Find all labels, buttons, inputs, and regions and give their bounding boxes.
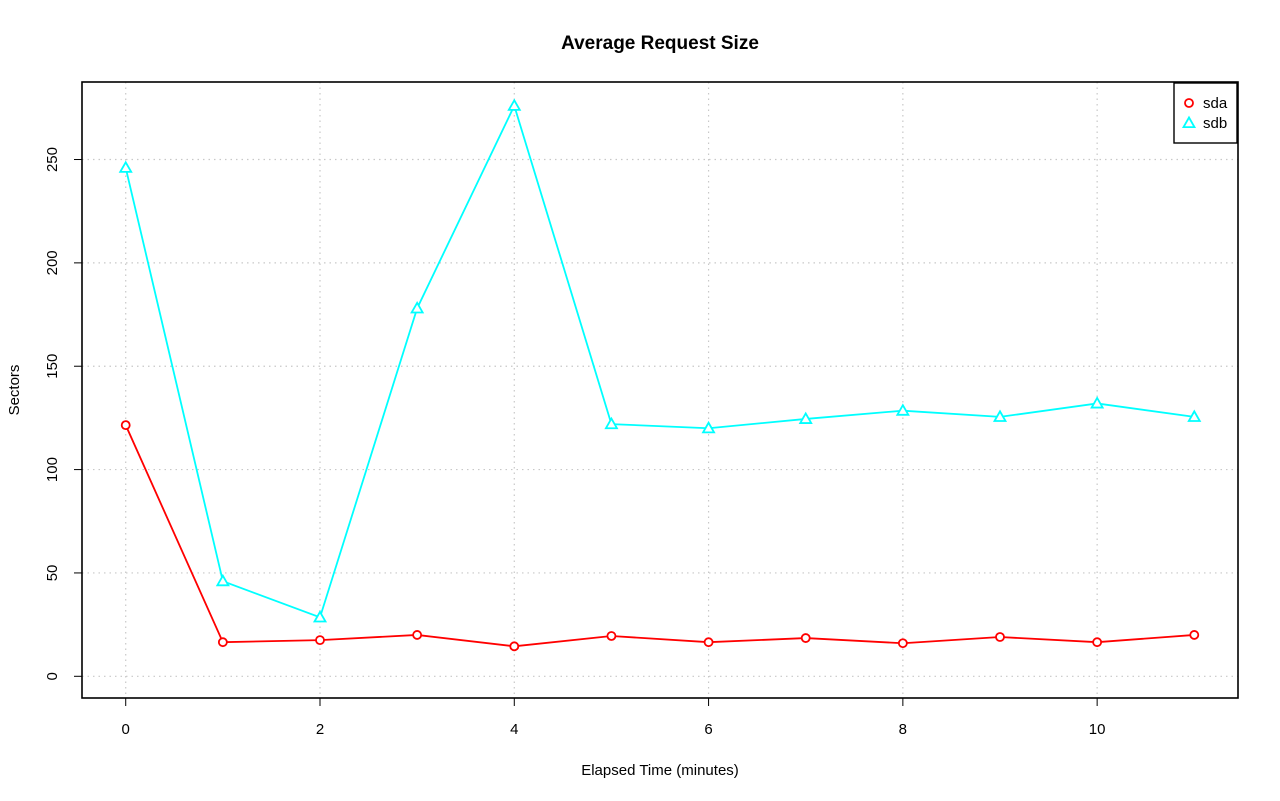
data-point-sdb bbox=[312, 610, 328, 623]
data-point-sda bbox=[315, 635, 325, 646]
x-tick-label: 2 bbox=[316, 721, 324, 738]
data-point-sda bbox=[703, 637, 714, 648]
data-point-sdb bbox=[410, 301, 425, 314]
x-tick-label: 10 bbox=[1089, 721, 1106, 738]
x-tick-label: 6 bbox=[704, 721, 712, 738]
data-point-sdb bbox=[118, 160, 133, 173]
legend-label-sdb: sdb bbox=[1203, 115, 1227, 132]
data-point-sdb bbox=[507, 98, 522, 111]
x-tick-label: 4 bbox=[510, 721, 518, 738]
data-point-sda bbox=[509, 641, 520, 652]
x-axis-label: Elapsed Time (minutes) bbox=[581, 762, 739, 779]
data-point-sdb bbox=[992, 409, 1008, 422]
data-point-sdb bbox=[895, 403, 910, 416]
y-tick-label: 200 bbox=[44, 250, 61, 275]
series-sdb bbox=[118, 98, 1202, 623]
data-point-sdb bbox=[1187, 409, 1202, 422]
y-axis-label: Sectors bbox=[6, 365, 23, 416]
plot-frame bbox=[81, 81, 1239, 699]
y-tick-label: 50 bbox=[44, 565, 61, 582]
y-tick-label: 150 bbox=[44, 354, 61, 379]
data-point-sdb bbox=[701, 420, 716, 434]
legend-marker-sda bbox=[1184, 98, 1194, 108]
grid-lines bbox=[82, 82, 1238, 698]
data-point-sda bbox=[217, 637, 228, 648]
x-tick-label: 8 bbox=[899, 721, 907, 738]
series-line-sdb bbox=[124, 103, 1195, 619]
legend-marker-sdb bbox=[1181, 115, 1197, 129]
legend-box bbox=[1173, 82, 1238, 144]
series-group bbox=[118, 98, 1202, 652]
series-line-sda bbox=[124, 424, 1195, 648]
data-point-sda bbox=[412, 630, 423, 640]
data-point-sdb bbox=[604, 416, 619, 430]
data-point-sda bbox=[120, 420, 131, 431]
data-point-sda bbox=[995, 632, 1005, 642]
data-point-sda bbox=[897, 638, 908, 649]
x-tick-label: 0 bbox=[122, 721, 130, 738]
y-tick-label: 250 bbox=[44, 147, 61, 172]
data-point-sda bbox=[606, 631, 617, 641]
legend: sda sdb bbox=[1173, 82, 1238, 144]
data-point-sda bbox=[1092, 637, 1103, 648]
y-tick-label: 0 bbox=[44, 672, 61, 680]
series-sda bbox=[120, 420, 1200, 652]
data-point-sdb bbox=[215, 573, 230, 587]
y-tick-label: 100 bbox=[44, 457, 61, 482]
chart-title: Average Request Size bbox=[561, 33, 759, 54]
data-point-sda bbox=[800, 633, 811, 643]
data-point-sdb bbox=[1090, 396, 1105, 409]
data-point-sdb bbox=[798, 411, 813, 424]
legend-label-sda: sda bbox=[1203, 95, 1228, 112]
data-point-sda bbox=[1189, 630, 1200, 640]
